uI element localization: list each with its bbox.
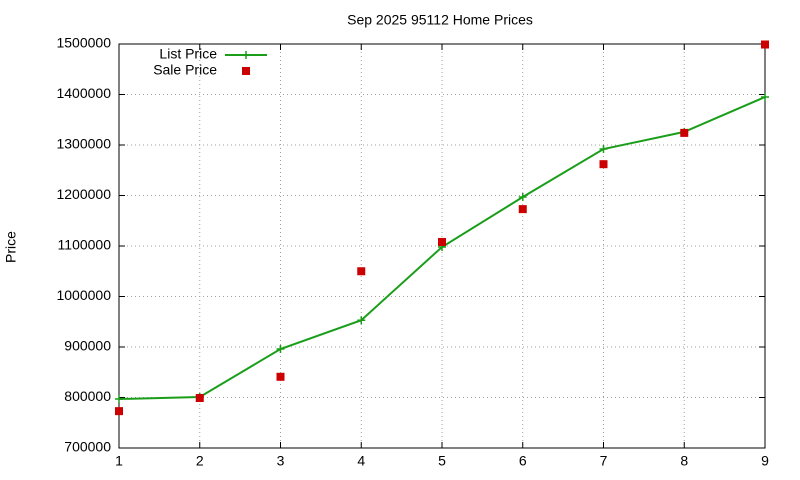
point (115, 407, 123, 416)
y-tick-label: 1000000 (56, 287, 111, 303)
x-tick-label: 1 (115, 453, 123, 469)
point (518, 205, 527, 214)
legend-swatch (242, 51, 250, 59)
legend-label: List Price (159, 46, 217, 62)
x-tick-label: 7 (600, 453, 608, 469)
y-tick-label: 1200000 (56, 186, 111, 202)
x-tick-label: 9 (761, 453, 769, 469)
plot-border (118, 43, 766, 449)
x-tick-label: 3 (277, 453, 285, 469)
legend-label: Sale Price (153, 62, 217, 78)
y-tick-label: 1400000 (56, 85, 111, 101)
point-marker (518, 193, 527, 202)
point-marker (761, 93, 769, 102)
point (438, 237, 446, 246)
chart-title: Sep 2025 95112 Home Prices (347, 12, 533, 28)
y-tick-label: 700000 (64, 439, 111, 455)
point-marker (599, 145, 608, 154)
point-marker (357, 316, 366, 325)
y-axis-label: Price (3, 231, 19, 263)
y-tick-label: 1500000 (56, 35, 111, 51)
point-marker (276, 345, 285, 354)
point-marker (115, 395, 123, 404)
x-tick-label: 2 (196, 453, 204, 469)
point (195, 394, 204, 403)
y-tick-label: 900000 (64, 338, 111, 354)
point (357, 267, 366, 276)
x-tick-label: 8 (680, 453, 688, 469)
x-tick-label: 4 (357, 453, 365, 469)
point (276, 372, 285, 381)
point (680, 128, 689, 137)
legend-swatch (242, 67, 250, 75)
x-tick-label: 6 (519, 453, 527, 469)
y-tick-label: 1100000 (58, 237, 112, 253)
y-tick-label: 800000 (64, 388, 111, 404)
point (599, 160, 608, 169)
x-tick-label: 5 (438, 453, 446, 469)
point (761, 40, 769, 49)
y-tick-label: 1300000 (56, 136, 111, 152)
